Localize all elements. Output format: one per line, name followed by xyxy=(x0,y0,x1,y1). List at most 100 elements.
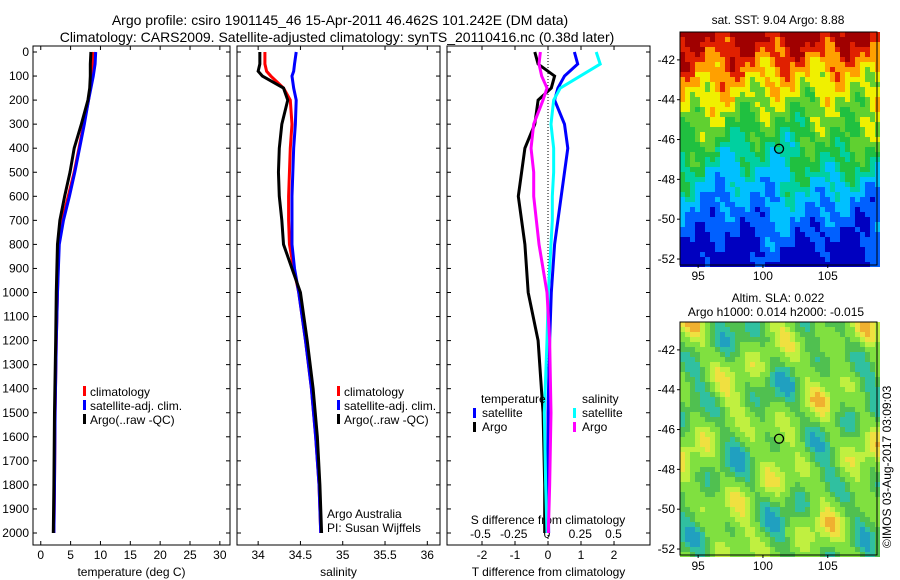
map-cell xyxy=(700,167,705,172)
map-cell xyxy=(845,222,850,227)
map-cell xyxy=(750,112,755,117)
map-cell xyxy=(785,42,790,47)
map-cell xyxy=(750,67,755,72)
map-cell xyxy=(775,502,780,507)
map-cell xyxy=(695,42,700,47)
argo-position-marker xyxy=(773,143,785,154)
map-cell xyxy=(805,252,810,257)
map-cell xyxy=(760,102,765,107)
map-cell xyxy=(865,242,870,247)
map-cell xyxy=(780,532,785,537)
map-cell xyxy=(720,212,725,217)
map-cell xyxy=(855,72,860,77)
map-cell xyxy=(825,52,830,57)
map-cell xyxy=(860,142,865,147)
map-cell xyxy=(810,467,815,472)
map-cell xyxy=(820,97,825,102)
map-cell xyxy=(785,437,790,442)
map-cell xyxy=(865,332,870,337)
map-cell xyxy=(790,162,795,167)
map-cell xyxy=(710,532,715,537)
map-cell xyxy=(870,437,875,442)
map-cell xyxy=(865,422,870,427)
map-cell xyxy=(690,127,695,132)
map-cell xyxy=(840,327,845,332)
map-cell xyxy=(725,187,730,192)
map-cell xyxy=(830,492,835,497)
map-cell xyxy=(855,237,860,242)
map-cell xyxy=(735,332,740,337)
map-cell xyxy=(720,467,725,472)
map-cell xyxy=(850,412,855,417)
map-cell xyxy=(680,167,685,172)
map-cell xyxy=(685,547,690,552)
map-cell xyxy=(830,132,835,137)
map-cell xyxy=(825,492,830,497)
map-cell xyxy=(720,192,725,197)
map-cell xyxy=(840,77,845,82)
map-cell xyxy=(815,237,820,242)
map-cell xyxy=(810,207,815,212)
map-cell xyxy=(805,242,810,247)
map-cell xyxy=(855,57,860,62)
map-cell xyxy=(835,87,840,92)
map-cell xyxy=(835,127,840,132)
map-cell xyxy=(800,62,805,67)
map-cell xyxy=(680,97,685,102)
map-cell xyxy=(820,237,825,242)
map-cell xyxy=(845,547,850,552)
map-cell xyxy=(855,492,860,497)
map-cell xyxy=(740,142,745,147)
map-cell xyxy=(865,47,870,52)
map-cell xyxy=(730,147,735,152)
map-cell xyxy=(780,147,785,152)
map-cell xyxy=(795,117,800,122)
map-cell xyxy=(760,537,765,542)
map-cell xyxy=(715,72,720,77)
map-cell xyxy=(805,327,810,332)
map-cell xyxy=(730,232,735,237)
map-cell xyxy=(755,197,760,202)
map-cell xyxy=(850,137,855,142)
map-x-tick-label: 105 xyxy=(818,559,838,573)
map-cell xyxy=(750,197,755,202)
map-cell xyxy=(760,352,765,357)
map-cell xyxy=(815,542,820,547)
map-cell xyxy=(840,242,845,247)
map-cell xyxy=(700,217,705,222)
map-cell xyxy=(740,152,745,157)
map-cell xyxy=(685,392,690,397)
map-cell xyxy=(850,432,855,437)
map-cell xyxy=(725,42,730,47)
map-cell xyxy=(870,142,875,147)
map-cell xyxy=(685,342,690,347)
map-cell xyxy=(690,427,695,432)
map-y-tick-label: -46 xyxy=(658,423,676,437)
map-cell xyxy=(680,462,685,467)
map-cell xyxy=(745,472,750,477)
legend-label: Argo(..raw -QC) xyxy=(344,413,429,427)
map-cell xyxy=(720,332,725,337)
map-cell xyxy=(710,387,715,392)
map-cell xyxy=(865,92,870,97)
map-cell xyxy=(735,52,740,57)
map-cell xyxy=(840,82,845,87)
map-cell xyxy=(825,537,830,542)
map-cell xyxy=(685,57,690,62)
map-cell xyxy=(685,62,690,67)
map-cell xyxy=(815,142,820,147)
map-cell xyxy=(725,247,730,252)
map-cell xyxy=(780,502,785,507)
map-cell xyxy=(785,367,790,372)
map-cell xyxy=(700,87,705,92)
map-cell xyxy=(725,517,730,522)
map-cell xyxy=(765,177,770,182)
map-cell xyxy=(780,452,785,457)
map-cell xyxy=(745,322,750,327)
map-cell xyxy=(820,522,825,527)
map-cell xyxy=(785,72,790,77)
map-cell xyxy=(730,32,735,37)
map-cell xyxy=(840,127,845,132)
map-cell xyxy=(795,252,800,257)
map-cell xyxy=(870,407,875,412)
